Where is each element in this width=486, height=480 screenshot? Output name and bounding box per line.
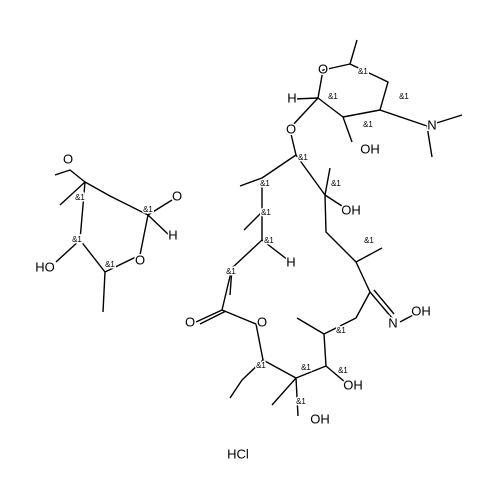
bond — [290, 97, 463, 158]
stereo-label: &1 — [328, 92, 338, 101]
atom-label: O — [63, 151, 73, 166]
atom-label: O — [286, 121, 296, 136]
stereo-label: &1 — [75, 193, 85, 202]
atom-label: O — [172, 188, 182, 203]
bond — [317, 39, 389, 118]
atom-label: O — [257, 314, 267, 329]
atom-label: OH — [360, 141, 380, 156]
stereo-label: &1 — [143, 205, 153, 214]
atom-label: O — [185, 314, 195, 329]
atom-label: N — [427, 117, 436, 132]
stereo-label: &1 — [399, 92, 409, 101]
atom-label: OH — [343, 377, 363, 392]
bond — [54, 169, 173, 313]
atom-label: OH — [310, 411, 330, 426]
stereo-label: &1 — [256, 361, 266, 370]
atom-label: HO — [35, 259, 55, 274]
bond — [195, 167, 416, 417]
atom-label: OH — [341, 202, 361, 217]
stereo-label: &1 — [358, 67, 368, 76]
stereo-label: &1 — [260, 179, 270, 188]
stereo-label: &1 — [264, 236, 274, 245]
bond — [221, 133, 371, 379]
atom-label: H — [286, 254, 295, 269]
stereo-label: &1 — [226, 267, 236, 276]
stereo-label: &1 — [298, 153, 308, 162]
stereo-label: &1 — [105, 260, 115, 269]
atom-label: OH — [411, 303, 431, 318]
atom-label: H — [287, 90, 296, 105]
atom-label: N — [388, 315, 397, 330]
atom-label: O — [318, 61, 328, 76]
stereo-label: &1 — [296, 397, 306, 406]
stereo-label: &1 — [364, 236, 374, 245]
stereo-label: &1 — [331, 179, 341, 188]
stereo-label: &1 — [72, 235, 82, 244]
stereo-label: &1 — [338, 366, 348, 375]
bonds — [54, 39, 463, 417]
stereo-label: &1 — [301, 363, 311, 372]
salt-label: HCl — [227, 446, 249, 461]
stereo-label: &1 — [363, 120, 373, 129]
stereo-label: &1 — [336, 326, 346, 335]
atom-label: O — [135, 252, 145, 267]
atom-label: H — [168, 227, 177, 242]
stereo-label: &1 — [261, 208, 271, 217]
